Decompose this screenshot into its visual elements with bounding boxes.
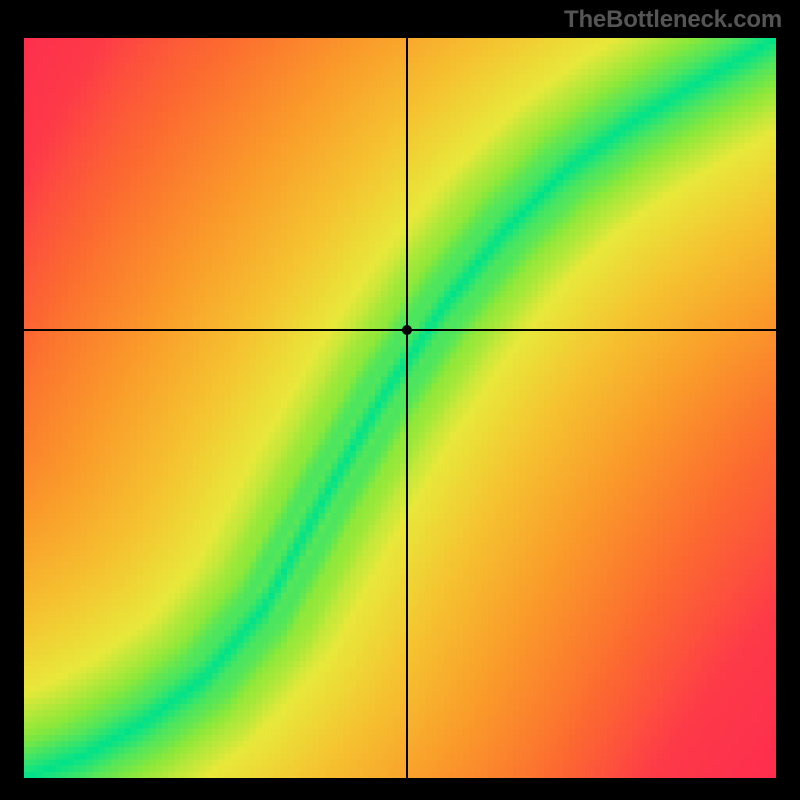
bottleneck-heatmap [24,38,776,778]
crosshair-vertical [406,38,408,778]
watermark-text: TheBottleneck.com [564,6,782,34]
crosshair-horizontal [24,329,776,331]
crosshair-marker [402,325,412,335]
heatmap-canvas [24,38,776,778]
